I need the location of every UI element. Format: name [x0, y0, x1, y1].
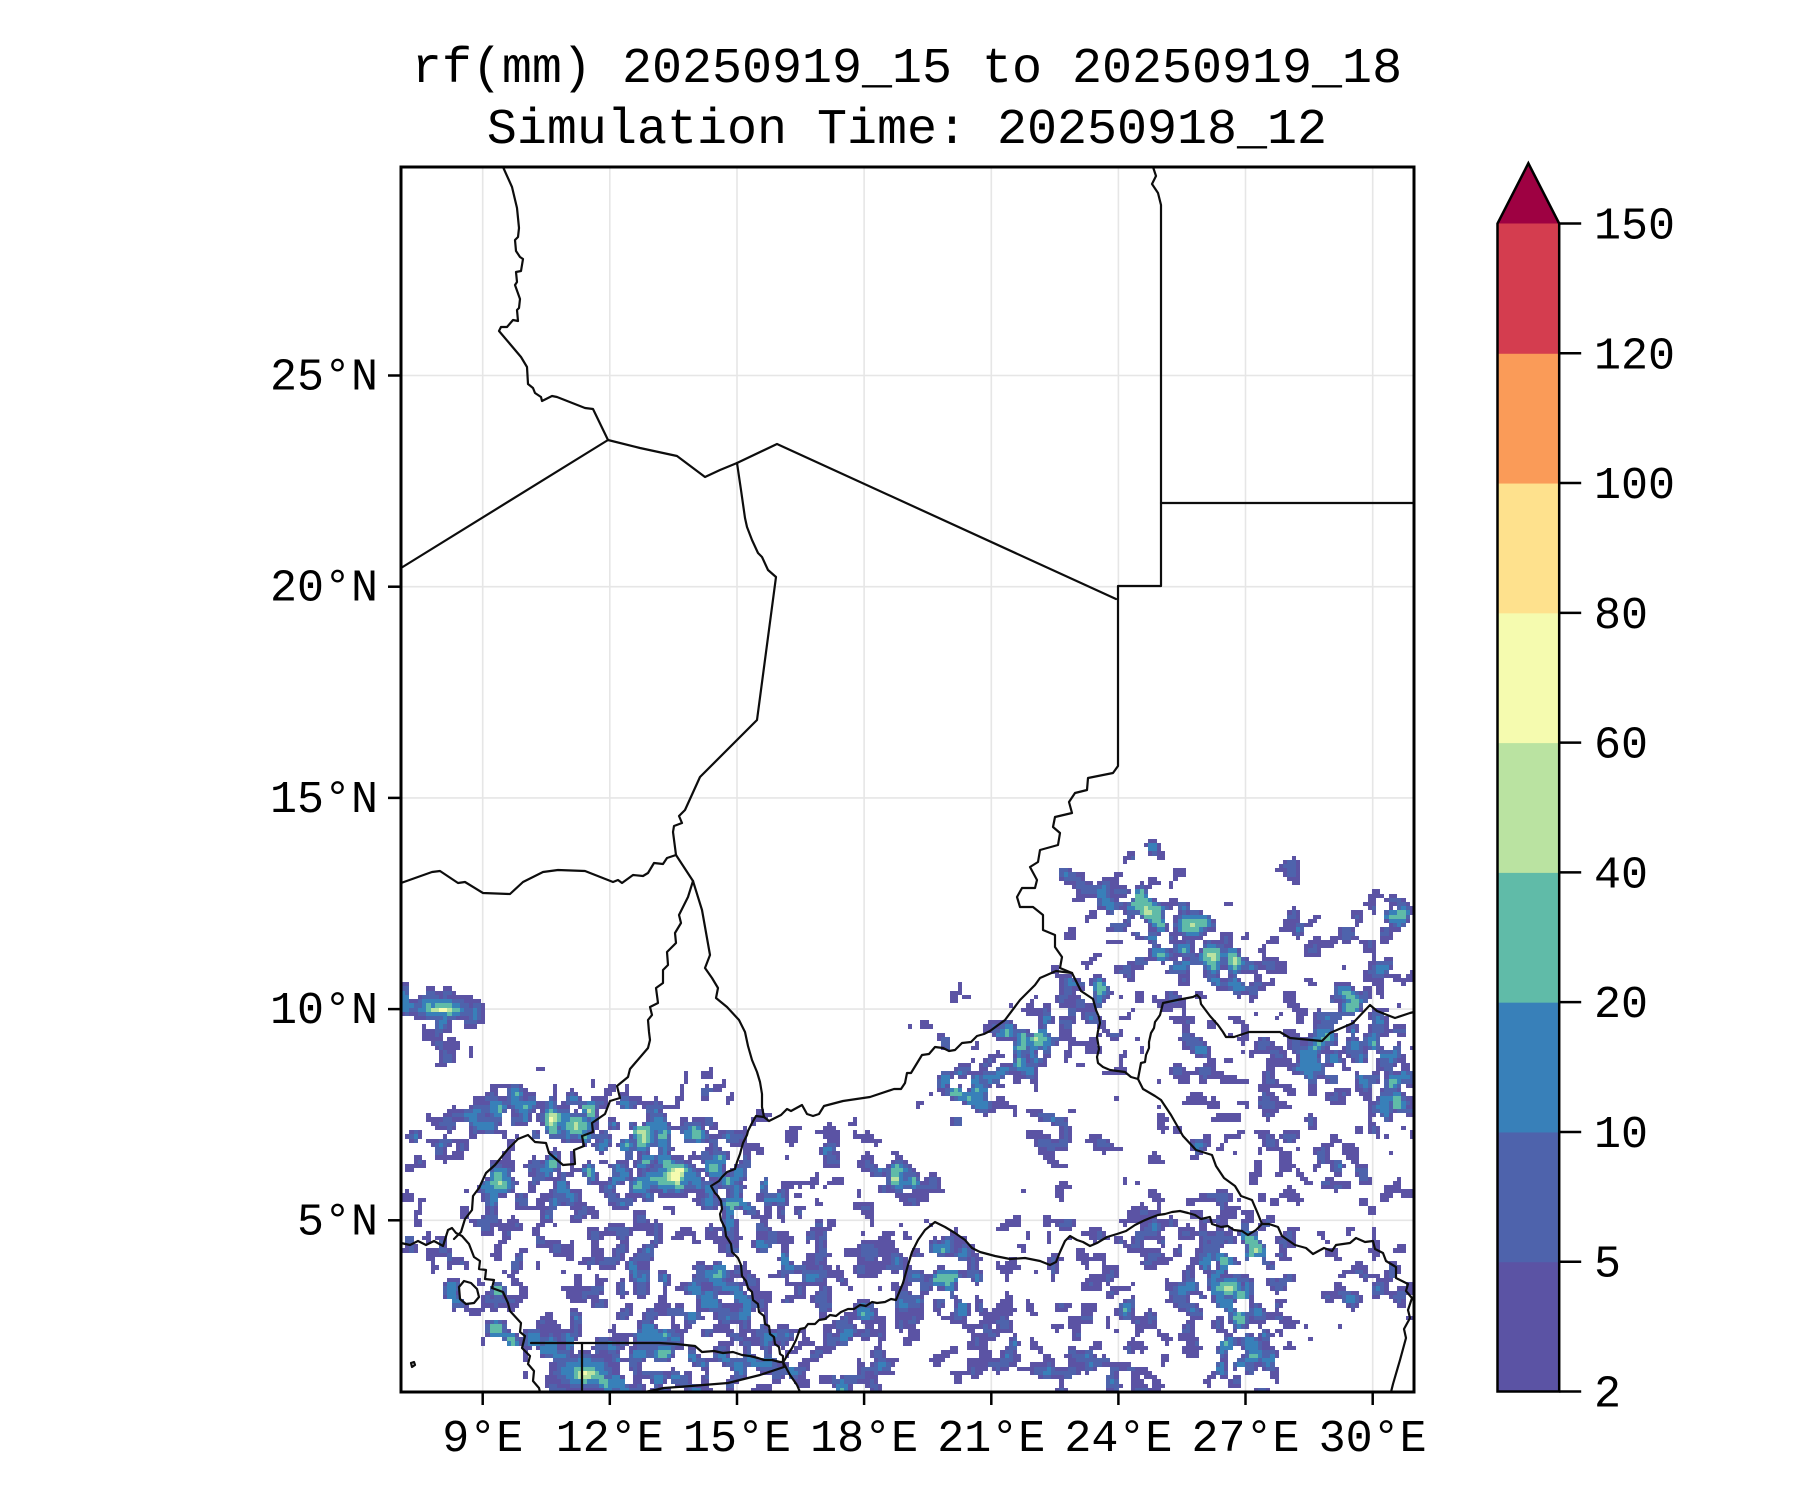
svg-text:rf(mm) 20250919_15 to 20250919: rf(mm) 20250919_15 to 20250919_18 — [412, 41, 1402, 98]
svg-text:15°N: 15°N — [270, 775, 378, 826]
svg-text:5°N: 5°N — [297, 1197, 378, 1248]
svg-text:24°E: 24°E — [1064, 1414, 1172, 1465]
svg-text:21°E: 21°E — [937, 1414, 1045, 1465]
svg-text:18°E: 18°E — [810, 1414, 918, 1465]
svg-text:2: 2 — [1594, 1370, 1621, 1421]
svg-text:30°E: 30°E — [1319, 1414, 1427, 1465]
svg-text:9°E: 9°E — [442, 1414, 523, 1465]
svg-text:Simulation Time: 20250918_12: Simulation Time: 20250918_12 — [487, 102, 1327, 159]
svg-text:10: 10 — [1594, 1110, 1648, 1161]
svg-text:20°N: 20°N — [270, 564, 378, 615]
svg-text:5: 5 — [1594, 1240, 1621, 1291]
svg-text:150: 150 — [1594, 202, 1675, 253]
svg-text:25°N: 25°N — [270, 353, 378, 404]
svg-text:80: 80 — [1594, 591, 1648, 642]
svg-text:40: 40 — [1594, 850, 1648, 901]
svg-text:60: 60 — [1594, 721, 1648, 772]
svg-text:120: 120 — [1594, 331, 1675, 382]
svg-text:100: 100 — [1594, 461, 1675, 512]
svg-text:20: 20 — [1594, 980, 1648, 1031]
svg-text:15°E: 15°E — [683, 1414, 791, 1465]
svg-text:12°E: 12°E — [556, 1414, 664, 1465]
svg-text:10°N: 10°N — [270, 986, 378, 1037]
svg-text:27°E: 27°E — [1191, 1414, 1299, 1465]
